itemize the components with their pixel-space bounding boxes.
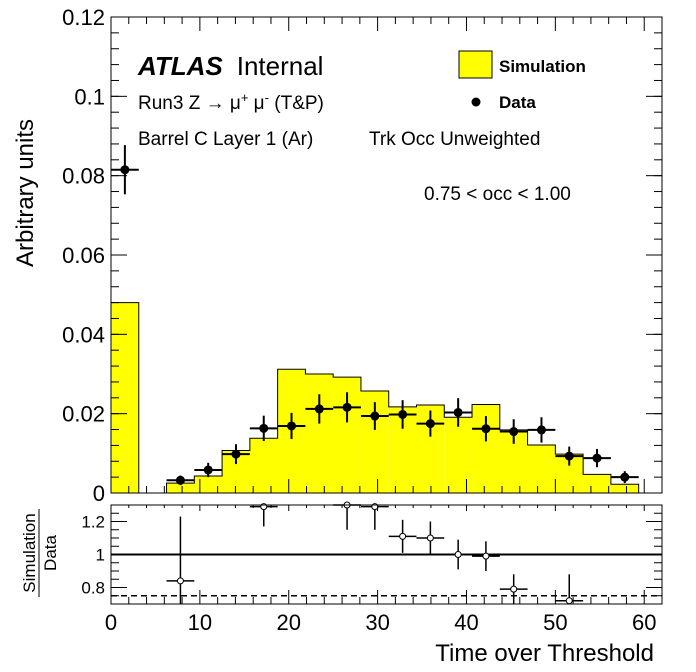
ratio-y-axis-label: Simulation Data: [20, 509, 60, 597]
data-point: [481, 424, 491, 434]
data-point: [342, 402, 352, 412]
process-label: Run3 Z → μ+ μ- (T&P): [138, 90, 324, 114]
ratio-point: [454, 551, 462, 558]
data-point: [203, 465, 213, 475]
simulation-bin: [249, 438, 278, 493]
data-point: [120, 165, 130, 175]
y-tick-label: 0.06: [62, 243, 105, 268]
ratio-point: [482, 552, 490, 560]
simulation-bin: [610, 484, 639, 493]
y-tick-label: 0.1: [74, 84, 105, 109]
main-axes: 0 0.02 0.04 0.06 0.08 0.1 0.12: [62, 5, 662, 506]
y-tick-label: 0.12: [62, 5, 105, 30]
ratio-point: [426, 534, 434, 542]
ratio-point: [510, 585, 518, 593]
data-point: [564, 451, 574, 461]
atlas-status-text: Internal: [237, 51, 324, 81]
ratio-axes: 0.8 1 1.2 0 10 20 30 40 50 60: [81, 504, 662, 635]
data-point: [425, 419, 435, 429]
ratio-point: [176, 577, 184, 585]
occupancy-label: 0.75 < occ < 1.00: [424, 184, 571, 205]
weighting-label: Trk Occ Unweighted: [369, 129, 540, 150]
y-tick-label: 0.04: [62, 322, 105, 347]
simulation-histogram: [110, 302, 640, 494]
y-tick-label: 0.02: [62, 402, 105, 427]
simulation-bin: [166, 483, 195, 493]
data-point: [259, 423, 269, 433]
x-tick-label: 30: [365, 610, 389, 635]
y-tick-label: 0: [93, 481, 105, 506]
y-tick-label: 0.08: [62, 164, 105, 189]
ratio-label-numerator: Simulation: [20, 513, 39, 592]
data-point: [370, 411, 380, 421]
x-tick-label: 50: [543, 610, 567, 635]
simulation-bin: [305, 374, 334, 493]
x-tick-label: 60: [632, 610, 656, 635]
ratio-label-denominator: Data: [41, 535, 60, 571]
x-tick-label: 40: [454, 610, 478, 635]
data-point: [536, 425, 546, 435]
ratio-y-tick-label: 0.8: [81, 579, 105, 598]
data-point: [509, 427, 519, 437]
ratio-y-tick-label: 1.2: [81, 513, 105, 532]
data-point: [592, 453, 602, 463]
legend-data-marker: [471, 97, 481, 107]
simulation-outline: [110, 302, 640, 494]
x-tick-label: 0: [105, 610, 117, 635]
y-axis-label: Arbitrary units: [12, 119, 39, 267]
ratio-point: [399, 532, 407, 540]
data-point: [175, 475, 185, 485]
ratio-points: [166, 501, 584, 605]
data-point: [314, 404, 324, 414]
atlas-label: ATLAS Internal: [137, 51, 323, 81]
simulation-bin: [583, 474, 611, 493]
ratio-reference-lines: [111, 553, 662, 597]
x-tick-label: 10: [188, 610, 212, 635]
legend: Simulation Data: [458, 50, 586, 112]
simulation-bin: [444, 417, 473, 493]
legend-simulation-label: Simulation: [499, 57, 586, 76]
data-point: [287, 421, 297, 431]
x-axis-label: Time over Threshold: [435, 640, 654, 667]
data-points: [111, 145, 639, 486]
atlas-logo-text: ATLAS: [137, 51, 223, 81]
simulation-bin: [194, 475, 223, 493]
legend-data-label: Data: [499, 93, 536, 112]
data-point: [453, 407, 463, 417]
simulation-bin: [527, 445, 556, 493]
ratio-y-tick-label: 1: [96, 546, 105, 565]
data-point: [231, 449, 241, 459]
data-point: [398, 409, 408, 419]
data-point: [620, 472, 630, 482]
ratio-point: [565, 597, 573, 605]
x-tick-label: 20: [276, 610, 300, 635]
region-label: Barrel C Layer 1 (Ar): [138, 129, 313, 150]
legend-simulation-swatch: [458, 50, 493, 79]
